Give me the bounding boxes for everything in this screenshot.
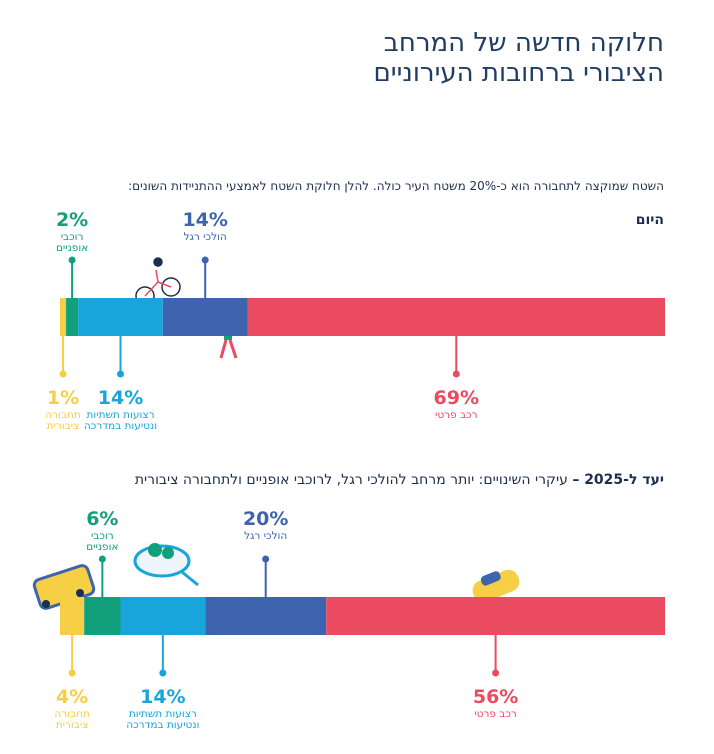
segment-label: 2% רוכבי אופניים	[47, 208, 97, 254]
value-label: 20%	[242, 508, 289, 530]
intro: השטח שמוקצה לתחבורה הוא כ-20% משטח העיר …	[128, 179, 664, 193]
segment-label: 20% הולכי רגל	[221, 507, 311, 542]
value-label: 6%	[86, 508, 119, 530]
chart-title: היום	[635, 212, 664, 228]
segment-label: 6% רוכבי אופניים	[77, 507, 127, 553]
value-label: 1%	[46, 387, 80, 409]
leader-dot	[68, 669, 76, 677]
legend-entry: הולכי רגל	[183, 231, 227, 243]
leader-dot	[117, 370, 124, 378]
bar-segment	[84, 597, 121, 635]
leader-dot	[201, 256, 209, 264]
leader-dot	[262, 555, 270, 563]
value-label: 14%	[140, 686, 186, 708]
bar-segment	[78, 298, 163, 336]
leader-dot	[59, 370, 67, 378]
bar-segment	[60, 597, 85, 635]
bar-segment	[247, 298, 666, 336]
bar-segment	[326, 597, 665, 635]
legend-entry: תחבורה ציבורית	[54, 708, 90, 731]
leader-dot	[452, 370, 460, 378]
segment-label: 4% תחבורה ציבורית	[47, 685, 97, 731]
bar-segment	[66, 298, 79, 336]
legend-entry: רצועות תשתיות ונטיעות במדרכה	[83, 409, 158, 432]
value-label: 69%	[433, 387, 479, 409]
segment-label: 14% הולכי רגל	[160, 208, 250, 243]
leader-dot	[159, 669, 167, 677]
legend-entry: הולכי רגל	[244, 530, 288, 542]
legend-entry: רכב פרטי	[435, 409, 478, 421]
chart-title: יעד ל-2025 –	[572, 472, 664, 488]
leader-dot	[492, 669, 500, 677]
segment-label: 14% רצועות תשתיות ונטיעות במדרכה	[75, 386, 167, 432]
segment-label: 56% רכב פרטי	[451, 685, 541, 720]
legend-entry: רכב פרטי	[474, 708, 517, 720]
chart-heading: יעד ל-2025 – עיקרי השינויים: יותר מרחב ל…	[135, 472, 664, 488]
value-label: 2%	[55, 209, 89, 231]
leader-dot	[98, 555, 106, 563]
legend-entry: תחבורה ציבורית	[45, 409, 81, 432]
chart-subtitle: עיקרי השינויים: יותר מרחב להולכי רגל, לר…	[134, 472, 568, 488]
title-line: הציבורי ברחובות העירוניים	[373, 58, 664, 88]
bar-segment	[60, 298, 67, 336]
car-icon	[472, 569, 520, 603]
value-label: 4%	[55, 686, 89, 708]
bar-segment	[205, 597, 327, 635]
segment-label: 14% רצועות תשתיות ונטיעות במדרכה	[117, 685, 209, 731]
legend-entry: רוכבי אופניים	[55, 231, 89, 254]
legend-entry: רוכבי אופניים	[86, 530, 119, 553]
leader-dot	[68, 256, 76, 264]
value-label: 14%	[182, 209, 228, 231]
cyclist-icon	[135, 257, 181, 306]
legend-entry: רצועות תשתיות ונטיעות במדרכה	[126, 708, 200, 731]
bar-segment	[162, 298, 248, 336]
title-line: חלוקה חדשה של המרחב	[383, 28, 664, 58]
segment-label: 1% תחבורה ציבורית	[38, 386, 88, 432]
segment-label: 69% רכב פרטי	[411, 386, 501, 421]
value-label: 56%	[472, 686, 519, 708]
value-label: 14%	[97, 387, 144, 409]
tree-icon	[133, 543, 199, 587]
bar-segment	[120, 597, 206, 635]
